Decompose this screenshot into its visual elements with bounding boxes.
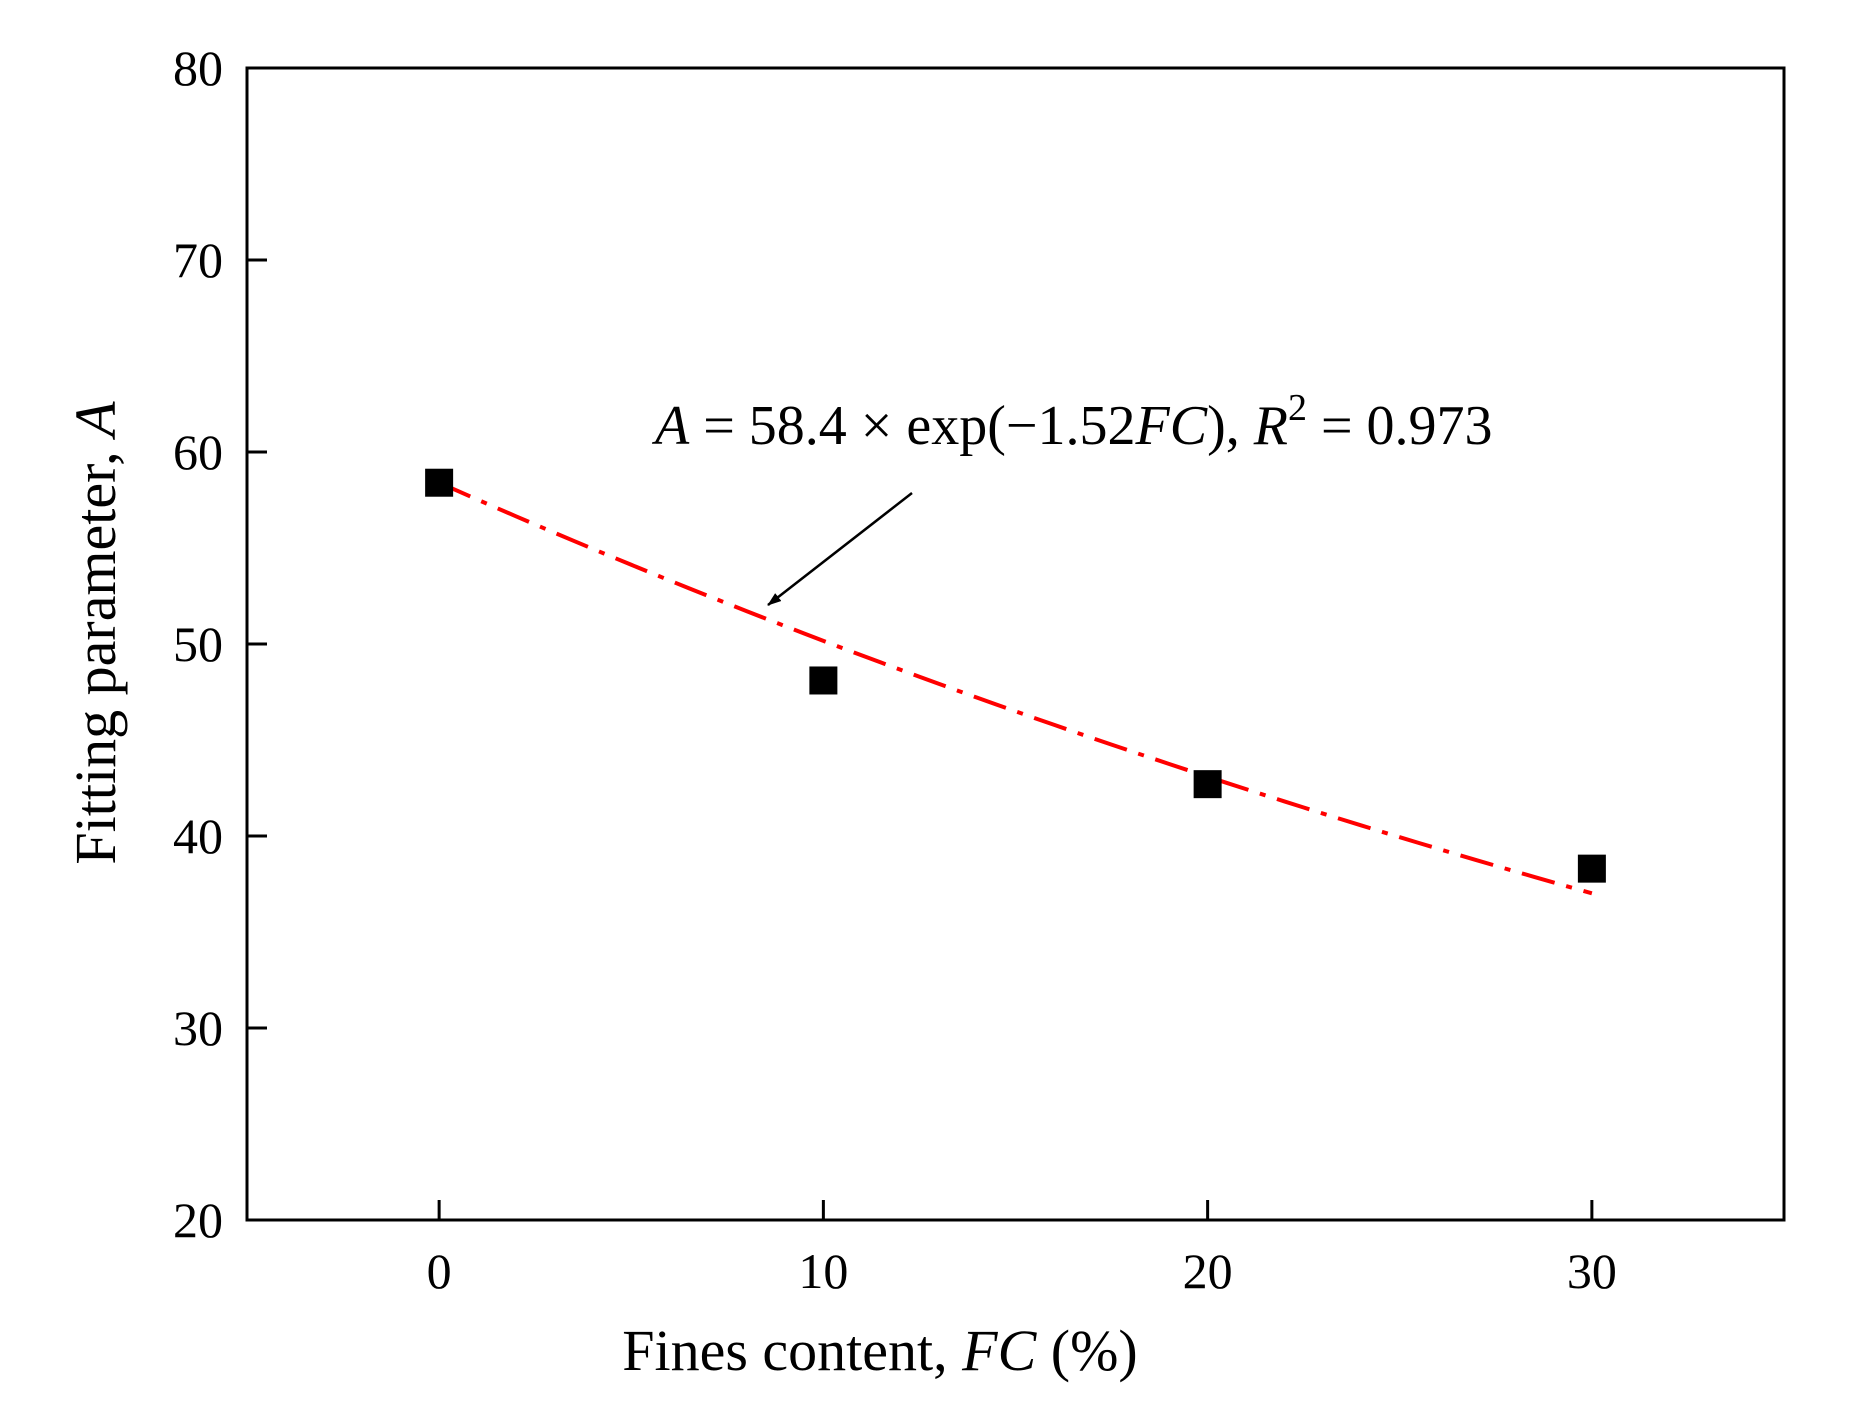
- eq-coef: −1.52: [1006, 395, 1136, 457]
- y-axis-label-text: Fitting parameter,: [63, 437, 128, 865]
- y-tick-label: 60: [173, 424, 223, 480]
- fit-curve: [438, 480, 1593, 896]
- x-axis-ticks: 0 10 20 30: [427, 1200, 1617, 1299]
- eq-var: FC: [1135, 395, 1208, 457]
- fit-equation: A = 58.4 × exp(−1.52FC), R2 = 0.973: [651, 387, 1493, 457]
- y-tick-label: 50: [173, 616, 223, 672]
- eq-r2-exp: 2: [1288, 387, 1307, 429]
- data-point: [1193, 770, 1222, 799]
- plot-frame: [245, 66, 1786, 1222]
- eq-lhs: A: [651, 395, 690, 457]
- x-axis-label-var: FC: [961, 1318, 1037, 1383]
- eq-r2-symbol: R: [1253, 395, 1288, 457]
- x-tick-label: 10: [798, 1243, 848, 1299]
- y-tick-label: 40: [173, 808, 223, 864]
- eq-close-paren: ): [1207, 395, 1226, 457]
- y-tick-label: 80: [173, 40, 223, 96]
- eq-sep: ,: [1226, 395, 1254, 457]
- eq-body: = 58.4 × exp: [689, 395, 987, 457]
- y-axis-label-var: A: [63, 401, 128, 441]
- eq-r2-value: = 0.973: [1307, 395, 1493, 457]
- eq-open-paren: (: [987, 395, 1006, 457]
- x-tick-label: 20: [1183, 1243, 1233, 1299]
- data-point: [425, 468, 454, 497]
- y-axis-label: Fitting parameter, A: [63, 401, 128, 865]
- y-tick-label: 20: [173, 1192, 223, 1248]
- y-tick-label: 30: [173, 1000, 223, 1056]
- x-axis-label: Fines content, FC (%): [622, 1318, 1137, 1383]
- x-tick-label: 0: [427, 1243, 452, 1299]
- y-tick-label: 70: [173, 232, 223, 288]
- data-points: [425, 468, 1606, 883]
- data-point: [809, 666, 838, 695]
- x-tick-label: 30: [1567, 1243, 1617, 1299]
- x-axis-label-unit: (%): [1036, 1318, 1137, 1383]
- data-point: [1577, 854, 1606, 883]
- y-axis-ticks: 20 30 40 50 60 70 80: [173, 40, 267, 1248]
- x-axis-label-text: Fines content,: [622, 1318, 962, 1383]
- annotation-arrow: [767, 492, 913, 606]
